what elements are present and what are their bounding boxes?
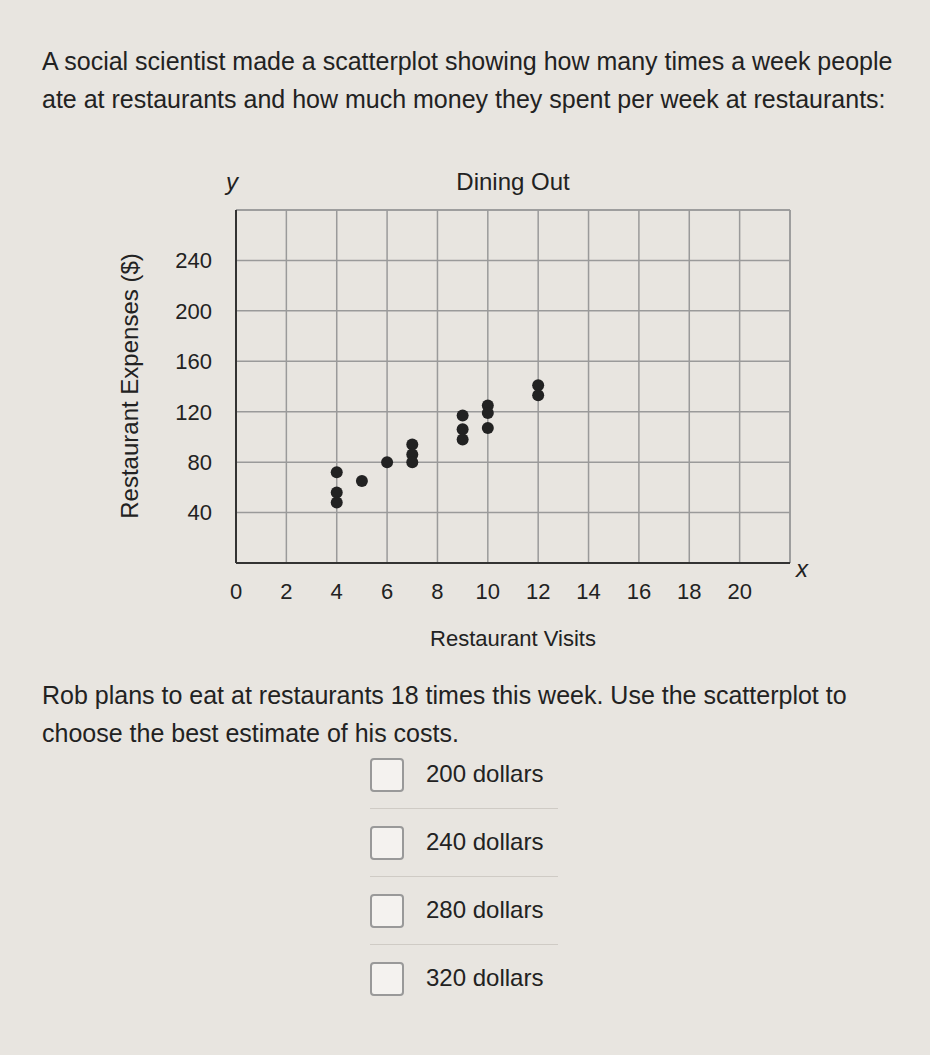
html-text:Rob plans to eat at restaurant: Rob plans to eat at restaurants 18 times… [42,681,847,747]
svg-text:160: 160 [175,349,212,374]
html-text:320 dollars: 320 dollars [426,964,544,991]
html-text:x: x [796,555,808,582]
svg-text:2: 2 [280,579,292,604]
html-text:Restaurant Visits: Restaurant Visits [430,626,596,651]
svg-text:6: 6 [381,579,393,604]
svg-text:18: 18 [677,579,701,604]
svg-text:14: 14 [576,579,600,604]
svg-text:40: 40 [188,500,212,525]
html-text:240 dollars: 240 dollars [426,828,544,855]
svg-text:240: 240 [175,248,212,273]
svg-text:12: 12 [526,579,550,604]
svg-text:8: 8 [431,579,443,604]
svg-text:0: 0 [230,579,242,604]
svg-text:16: 16 [627,579,651,604]
html-text:200 dollars: 200 dollars [426,760,544,787]
svg-text:80: 80 [188,450,212,475]
html-text:280 dollars: 280 dollars [426,896,544,923]
svg-text:120: 120 [175,400,212,425]
svg-text:200: 200 [175,299,212,324]
html-text:Dining Out: Dining Out [456,168,570,195]
svg-text:4: 4 [331,579,343,604]
svg-text:10: 10 [476,579,500,604]
html-text:A social scientist made a scat: A social scientist made a scatterplot sh… [42,47,893,113]
html-text:y: y [226,168,238,195]
html-text:Restaurant Expenses ($): Restaurant Expenses ($) [116,253,143,519]
svg-text:20: 20 [727,579,751,604]
